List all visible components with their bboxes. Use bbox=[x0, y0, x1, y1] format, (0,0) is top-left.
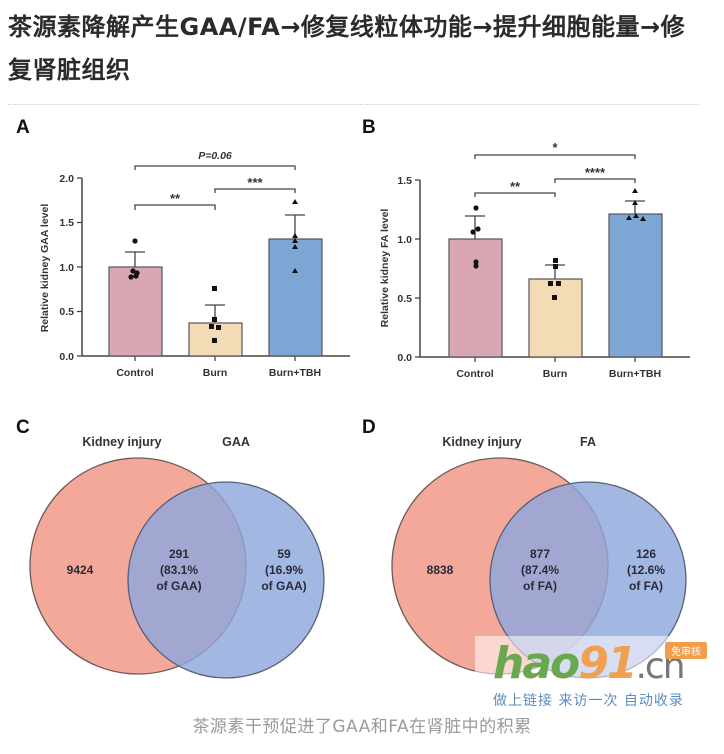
bar-control bbox=[108, 266, 163, 357]
x-tick: Burn bbox=[203, 367, 228, 379]
y-axis-label: Relative kidney GAA level bbox=[39, 204, 51, 333]
panel-a-bar-chart: A Relative kidney GAA level 0.0 0.5 1.0 … bbox=[16, 117, 350, 379]
sig-label: ** bbox=[510, 179, 521, 194]
y-tick: 1.5 bbox=[397, 175, 412, 187]
bar-burn-tbh bbox=[268, 238, 323, 357]
panel-c-venn: C Kidney injury GAA 9424 291 (83.1% of G… bbox=[16, 417, 325, 679]
x-tick: Control bbox=[456, 368, 493, 380]
x-tick: Burn+TBH bbox=[609, 368, 661, 380]
figure-caption: 茶源素干预促进了GAA和FA在肾脏中的积累 bbox=[192, 717, 532, 737]
venn-left-count: 8838 bbox=[427, 563, 454, 577]
x-tick: Control bbox=[116, 367, 153, 379]
sig-label: ** bbox=[170, 191, 181, 206]
venn-left-count: 9424 bbox=[67, 563, 94, 577]
venn-overlap-count: 291 bbox=[169, 547, 189, 561]
venn-overlap-count: 877 bbox=[530, 547, 550, 561]
venn-label-right: FA bbox=[580, 435, 596, 449]
y-tick: 2.0 bbox=[59, 173, 74, 185]
watermark-logo: hao91.cn bbox=[493, 638, 686, 689]
y-tick: 0.5 bbox=[397, 293, 412, 305]
bar-burn-tbh bbox=[608, 213, 663, 358]
y-tick: 1.5 bbox=[59, 217, 74, 229]
divider bbox=[8, 104, 498, 105]
sig-label: *** bbox=[247, 175, 263, 190]
venn-right-count: 126 bbox=[636, 547, 656, 561]
divider bbox=[360, 104, 700, 105]
logo-text-green: hao bbox=[493, 638, 580, 689]
bar-control bbox=[448, 238, 503, 358]
y-axis-label: Relative kidney FA level bbox=[379, 209, 391, 328]
venn-label-left: Kidney injury bbox=[442, 435, 521, 449]
x-tick: Burn bbox=[543, 368, 568, 380]
venn-right-of: of GAA) bbox=[261, 579, 306, 593]
panel-letter-c: C bbox=[16, 417, 30, 438]
watermark: hao91.cn 免审核 做上链接 来访一次 自动收录 bbox=[475, 636, 724, 716]
y-tick: 0.5 bbox=[59, 306, 74, 318]
bar-burn bbox=[528, 278, 583, 358]
venn-overlap-of: of GAA) bbox=[156, 579, 201, 593]
panel-d-venn: D Kidney injury FA 8838 877 (87.4% of FA… bbox=[362, 417, 687, 679]
sig-label: P=0.06 bbox=[198, 150, 232, 162]
venn-right-count: 59 bbox=[277, 547, 291, 561]
watermark-badge: 免审核 bbox=[665, 642, 707, 659]
sig-label: **** bbox=[585, 165, 606, 180]
logo-text-orange: 91 bbox=[578, 638, 637, 689]
venn-overlap-pct: (83.1% bbox=[160, 563, 198, 577]
y-tick: 0.0 bbox=[397, 352, 412, 364]
venn-label-right: GAA bbox=[222, 435, 250, 449]
panel-letter-b: B bbox=[362, 117, 376, 138]
y-tick: 0.0 bbox=[59, 351, 74, 363]
page-title: 茶源素降解产生GAA/FA→修复线粒体功能→提升细胞能量→修复肾脏组织 bbox=[8, 13, 686, 84]
venn-right-of: of FA) bbox=[629, 579, 663, 593]
venn-label-left: Kidney injury bbox=[82, 435, 161, 449]
x-tick: Burn+TBH bbox=[269, 367, 321, 379]
sig-label: * bbox=[552, 140, 558, 155]
venn-right-pct: (16.9% bbox=[265, 563, 303, 577]
watermark-subtitle: 做上链接 来访一次 自动收录 bbox=[493, 693, 684, 709]
y-tick: 1.0 bbox=[59, 262, 74, 274]
venn-overlap-pct: (87.4% bbox=[521, 563, 559, 577]
panel-letter-d: D bbox=[362, 417, 376, 438]
venn-right-pct: (12.6% bbox=[627, 563, 665, 577]
panel-b-bar-chart: B Relative kidney FA level 0.0 0.5 1.0 1… bbox=[362, 117, 690, 380]
venn-overlap-of: of FA) bbox=[523, 579, 557, 593]
y-tick: 1.0 bbox=[397, 234, 412, 246]
venn-circle-gaa bbox=[127, 481, 325, 679]
panel-letter-a: A bbox=[16, 117, 30, 138]
